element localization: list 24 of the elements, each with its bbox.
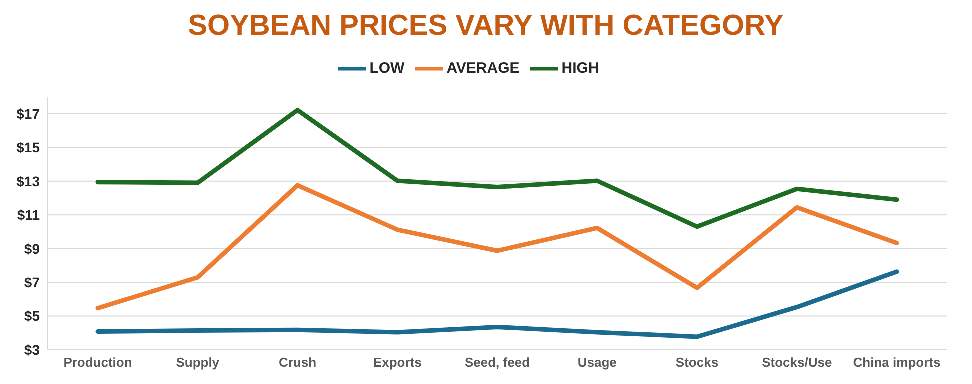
x-tick-label: Crush	[278, 355, 317, 370]
legend-label: HIGH	[562, 60, 600, 77]
x-tick-label: Stocks/Use	[762, 355, 832, 370]
line-series	[96, 108, 900, 230]
x-tick-label: Exports	[373, 355, 422, 370]
y-tick-label: $11	[17, 207, 40, 224]
line-series	[96, 270, 900, 340]
x-tick-label: Seed, feed	[464, 355, 530, 370]
legend-label: LOW	[370, 60, 405, 77]
y-tick-label: $3	[24, 342, 40, 358]
x-tick-label: Production	[64, 355, 132, 370]
y-tick-label: $15	[16, 140, 40, 156]
line-series	[96, 183, 900, 311]
legend-label: AVERAGE	[446, 60, 520, 77]
y-tick-label: $9	[24, 240, 40, 257]
x-tick-label: Usage	[578, 355, 617, 370]
y-tick-label: $13	[16, 173, 40, 190]
y-tick-label: $7	[24, 274, 40, 291]
x-tick-label: Stocks	[676, 355, 719, 370]
y-tick-label: $5	[24, 308, 40, 324]
x-tick-label: China imports	[853, 355, 941, 370]
y-tick-label: $17	[16, 106, 40, 122]
x-tick-label: Supply	[176, 355, 220, 370]
chart-title: SOYBEAN PRICES VARY WITH CATEGORY	[187, 10, 785, 43]
